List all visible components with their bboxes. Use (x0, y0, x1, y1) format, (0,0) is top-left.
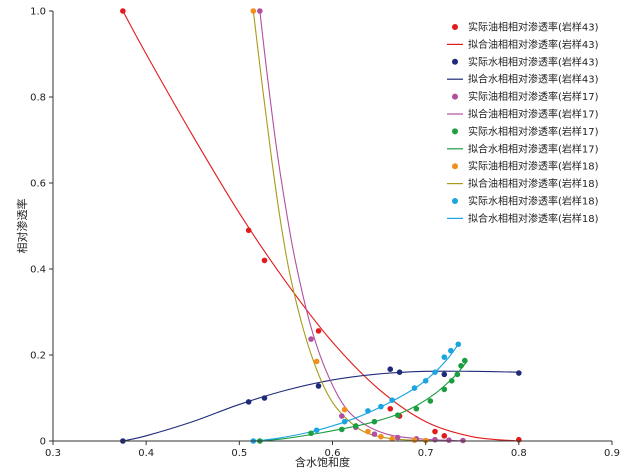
data-point-s10-p2 (341, 418, 348, 425)
legend-marker-2 (452, 58, 458, 65)
legend-label-11: 拟合水相相对渗透率(岩样18) (468, 212, 599, 225)
data-point-s10-p7 (422, 378, 429, 384)
legend-marker-0 (452, 24, 458, 30)
y-tick-label: 0.6 (30, 179, 46, 190)
data-point-s6-p6 (413, 405, 420, 412)
x-tick-label: 0.9 (604, 448, 620, 459)
y-tick-label: 0.8 (30, 93, 46, 104)
legend-label-6: 实际水相相对渗透率(岩样17) (468, 125, 599, 138)
data-point-s2-p4 (387, 366, 394, 372)
series-line-11 (253, 343, 459, 442)
data-point-s8-p3 (365, 428, 371, 435)
data-point-s10-p4 (378, 403, 384, 410)
data-point-s2-p1 (245, 399, 252, 405)
data-point-s4-p8 (446, 437, 452, 443)
data-point-s8-p2 (341, 406, 348, 413)
legend: 实际油相相对渗透率(岩样43) 拟合油相相对渗透率(岩样43) 实际水相相对渗透率(… (447, 21, 599, 225)
x-tick-label: 0.8 (511, 448, 527, 459)
data-point-s6-p8 (441, 386, 448, 393)
data-point-s6-p9 (448, 378, 455, 384)
data-point-s6-p4 (371, 418, 378, 425)
data-point-s0-p1 (245, 227, 252, 234)
series-line-1 (122, 10, 519, 442)
data-point-s6-p11 (458, 362, 464, 369)
series-line-5 (259, 10, 468, 442)
data-point-s8-p0 (250, 8, 257, 14)
legend-label-7: 拟合水相相对渗透率(岩样17) (468, 142, 599, 155)
data-point-s4-p4 (371, 431, 378, 437)
data-point-s10-p8 (432, 369, 438, 376)
data-point-s10-p9 (441, 354, 448, 360)
data-point-s2-p7 (516, 370, 522, 376)
data-point-s6-p7 (427, 398, 434, 404)
legend-label-5: 拟合油相相对渗透率(岩样17) (468, 108, 599, 121)
data-point-s2-p3 (315, 383, 322, 389)
axes: 0.3 0.4 0.5 0.6 0.7 0.8 0.9 0 0.2 0.4 0.6 0.8 1.0 含水饱… (15, 7, 620, 470)
x-tick-label: 0.6 (325, 448, 341, 459)
data-point-s4-p1 (308, 336, 314, 342)
data-point-s0-p4 (387, 405, 394, 412)
data-point-s10-p1 (313, 427, 320, 434)
data-point-s6-p2 (339, 426, 345, 433)
x-tick-label: 0.4 (138, 448, 154, 459)
data-point-s6-p12 (461, 357, 468, 364)
data-point-s6-p1 (308, 430, 314, 437)
y-axis-label: 相对渗透率 (15, 199, 29, 254)
data-point-s10-p6 (411, 385, 418, 391)
data-point-s8-p4 (378, 433, 384, 440)
x-tick-label: 0.3 (45, 448, 61, 459)
x-tick-label: 0.5 (231, 448, 247, 459)
data-point-s8-p6 (411, 437, 418, 443)
plot-area (120, 8, 522, 444)
data-point-s4-p7 (432, 436, 438, 443)
data-point-s10-p5 (389, 397, 395, 403)
data-point-s10-p3 (365, 408, 371, 414)
data-point-s0-p7 (441, 433, 448, 439)
data-point-s8-p1 (313, 358, 320, 365)
data-point-s0-p2 (261, 257, 268, 264)
data-point-s0-p3 (315, 328, 322, 334)
legend-label-10: 实际水相相对渗透率(岩样18) (468, 195, 599, 208)
y-tick-label: 0.2 (30, 351, 46, 362)
legend-marker-4 (452, 93, 458, 100)
legend-marker-6 (452, 128, 458, 135)
y-tick-label: 1.0 (30, 7, 46, 18)
data-point-s2-p5 (396, 369, 403, 376)
data-point-s10-p11 (455, 341, 462, 348)
legend-label-4: 实际油相相对渗透率(岩样17) (468, 90, 599, 103)
y-tick-label: 0 (40, 437, 46, 448)
data-point-s10-p10 (448, 347, 454, 354)
data-point-s0-p0 (120, 8, 126, 14)
legend-label-1: 拟合油相相对渗透率(岩样43) (468, 38, 599, 51)
data-point-s8-p5 (389, 436, 395, 442)
legend-marker-10 (452, 198, 458, 204)
data-point-s6-p5 (394, 412, 401, 419)
data-point-s0-p6 (432, 428, 438, 435)
data-point-s4-p0 (257, 8, 263, 14)
legend-label-9: 拟合油相相对渗透率(岩样18) (468, 177, 599, 190)
y-tick-label: 0.4 (30, 265, 46, 276)
series-line-3 (122, 370, 519, 442)
x-axis-label: 含水饱和度 (295, 455, 350, 469)
series-line-9 (252, 10, 445, 442)
data-point-s4-p5 (394, 434, 401, 441)
legend-label-8: 实际油相相对渗透率(岩样18) (468, 160, 599, 173)
x-tick-label: 0.7 (418, 448, 434, 459)
data-point-s4-p2 (339, 413, 345, 419)
legend-marker-8 (452, 163, 458, 170)
data-point-s2-p6 (441, 371, 448, 378)
data-point-s2-p2 (261, 395, 268, 401)
data-point-s6-p3 (352, 423, 359, 429)
legend-label-0: 实际油相相对渗透率(岩样43) (468, 21, 599, 34)
data-point-s6-p10 (454, 371, 461, 378)
legend-label-2: 实际水相相对渗透率(岩样43) (468, 55, 599, 68)
legend-label-3: 拟合水相相对渗透率(岩样43) (468, 73, 599, 86)
